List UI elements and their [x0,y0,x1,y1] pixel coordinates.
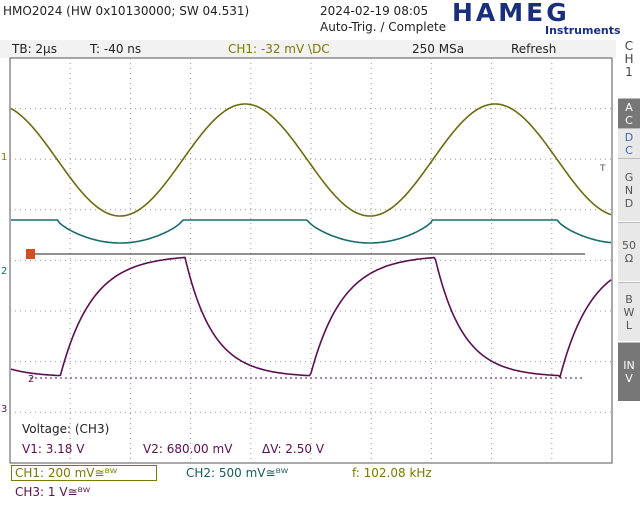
footer-freq: f: 102.08 kHz [352,466,432,480]
side-button-label: 50Ω [622,239,636,265]
side-button[interactable]: AC [618,98,640,129]
mode: Refresh [511,42,557,56]
measure-title: Voltage: (CH3) [22,422,110,436]
trigger-status: Auto-Trig. / Complete [320,20,447,34]
side-button-label: GND [624,170,634,210]
ch1-trigger: CH1: -32 mV \DC [228,42,330,56]
ch3-marker: 3 [1,404,7,415]
model: HMO2024 (HW 0x10130000; SW 04.531) [3,4,250,18]
measure-v1: V1: 3.18 V [22,442,85,456]
side-button-label: DC [624,131,634,157]
logo-sub: Instruments [545,24,621,37]
side-button-label: AC [625,101,633,127]
sample-rate: 250 MSa [412,42,465,56]
timebase: TB: 2µs [12,42,57,56]
ch2-marker: 2 [1,266,7,277]
side-button-label: INV [623,359,635,385]
side-button[interactable]: GND [618,158,640,221]
side-channel: CH1 [624,39,634,79]
datetime: 2024-02-19 08:05 [320,4,429,18]
side-button-label: BWL [623,292,635,332]
grid [10,58,612,463]
side-button[interactable]: BWL [618,282,640,341]
logo: HAMEG [452,0,570,27]
measure-v2: V2: 680.00 mV [143,442,233,456]
ref-marker [26,249,35,259]
side-button[interactable]: INV [618,342,640,401]
side-button[interactable]: 50Ω [618,222,640,281]
footer-ch2: CH2: 500 mV≅ᴮᵂ [186,466,289,480]
cursor-label: 2 [28,374,34,385]
ch2-waveform [11,219,612,244]
measure-dv: ΔV: 2.50 V [262,442,325,456]
trigger-time: T: -40 ns [90,42,142,56]
side-button[interactable]: DC [618,128,640,159]
footer-ch3: CH3: 1 V≅ᴮᵂ [15,485,91,499]
ch3-waveform [10,256,612,379]
ch1-waveform [10,103,612,217]
footer-ch1[interactable]: CH1: 200 mV≅ᴮᵂ [11,465,157,481]
screen: 2 1 2 3 T [1,57,613,464]
ch1-marker: 1 [1,152,7,163]
status-bar [0,40,616,58]
trigger-marker: T [599,164,606,174]
